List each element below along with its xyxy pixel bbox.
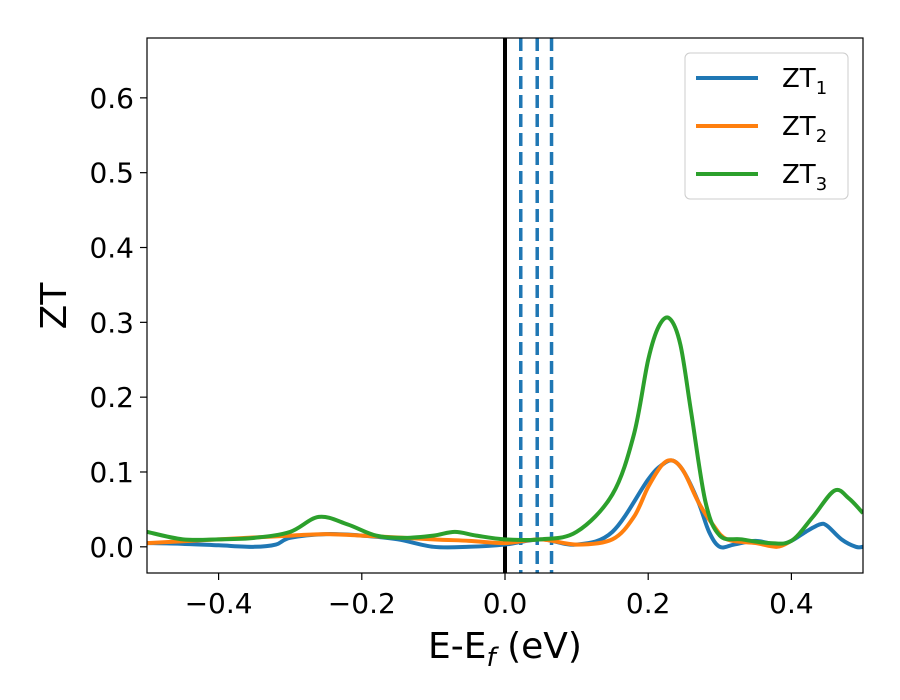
x-tick-label: −0.2 xyxy=(328,587,396,620)
legend-entries: ZT1 ZT2 ZT3 xyxy=(696,64,827,195)
legend-label-zt1: ZT1 xyxy=(782,64,827,99)
y-tick-label: 0.1 xyxy=(89,456,134,489)
legend-label-zt2: ZT2 xyxy=(782,112,827,147)
x-axis-title: E-Ef (eV) xyxy=(428,626,582,673)
y-axis-title: ZT xyxy=(34,282,75,330)
x-tick-label: −0.4 xyxy=(185,587,253,620)
y-tick-label: 0.5 xyxy=(89,157,134,190)
x-axis-title-suffix: (eV) xyxy=(496,626,582,667)
series-line-zt3 xyxy=(147,315,863,546)
y-axis: 0.0 0.1 0.2 0.3 0.4 0.5 0.6 xyxy=(89,82,147,564)
x-tick-label: 0.4 xyxy=(769,587,814,620)
y-tick-label: 0.4 xyxy=(89,232,134,265)
y-tick-label: 0.0 xyxy=(89,531,134,564)
y-tick-label: 0.3 xyxy=(89,306,134,339)
y-tick-label: 0.2 xyxy=(89,381,134,414)
legend: ZT1 ZT2 ZT3 xyxy=(684,52,849,200)
x-axis-title-main: E-E xyxy=(428,626,486,667)
x-tick-label: 0.2 xyxy=(626,587,671,620)
y-tick-label: 0.6 xyxy=(89,82,134,115)
x-tick-label: 0.0 xyxy=(483,587,528,620)
series-layer xyxy=(147,315,863,550)
x-axis: −0.4 −0.2 0.0 0.2 0.4 xyxy=(185,573,814,620)
legend-frame xyxy=(684,52,849,200)
legend-label-zt3: ZT3 xyxy=(782,160,827,195)
reference-lines xyxy=(503,38,554,573)
